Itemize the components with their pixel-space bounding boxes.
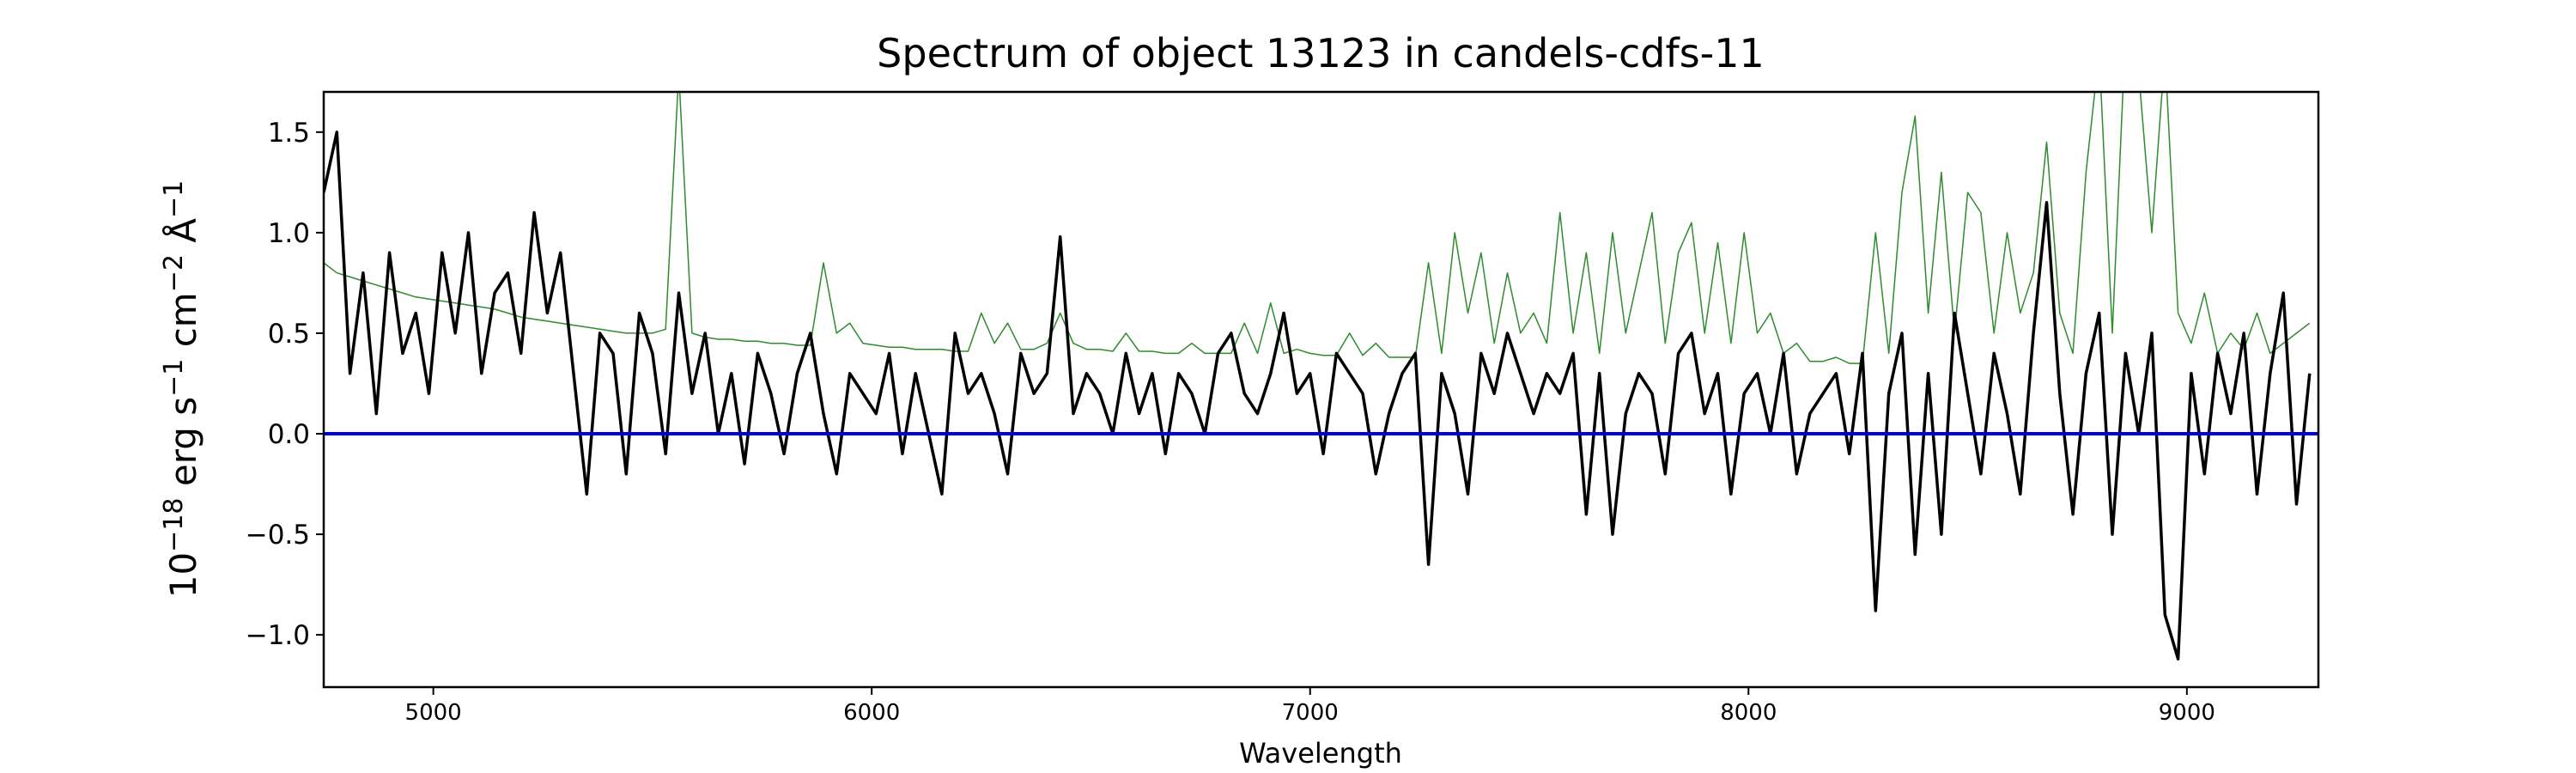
spectrum-line [324,92,2311,364]
y-label-text: Å [161,218,204,254]
y-label-superscript: −1 [159,180,189,218]
x-tick-label: 8000 [1720,700,1777,726]
y-tick-label: −0.5 [246,520,310,551]
plot-area [324,92,2318,660]
y-axis-label: 10−18 erg s−1 cm−2 Å−1 [159,180,204,599]
x-tick-label: 7000 [1282,700,1339,726]
y-label-superscript: −18 [159,498,189,552]
y-tick-label: 1.5 [268,118,310,149]
spectrum-line [324,131,2312,660]
y-tick-label: 1.0 [268,218,310,249]
y-tick-label: 0.0 [268,419,310,450]
x-tick-label: 9000 [2159,700,2215,726]
y-label-superscript: −1 [159,359,189,397]
x-tick-label: 5000 [405,700,462,726]
y-label-text: cm [162,292,204,358]
axes-frame [322,90,2320,689]
x-tick-label: 6000 [843,700,900,726]
y-tick-label: 0.5 [268,319,310,350]
x-axis-label: Wavelength [1239,737,1402,770]
chart-title: Spectrum of object 13123 in candels-cdfs… [877,30,1765,76]
y-label-text: 10 [162,552,204,598]
y-label-superscript: −2 [159,254,189,292]
y-tick-label: −1.0 [246,620,310,651]
y-label-text: erg s [162,397,204,498]
